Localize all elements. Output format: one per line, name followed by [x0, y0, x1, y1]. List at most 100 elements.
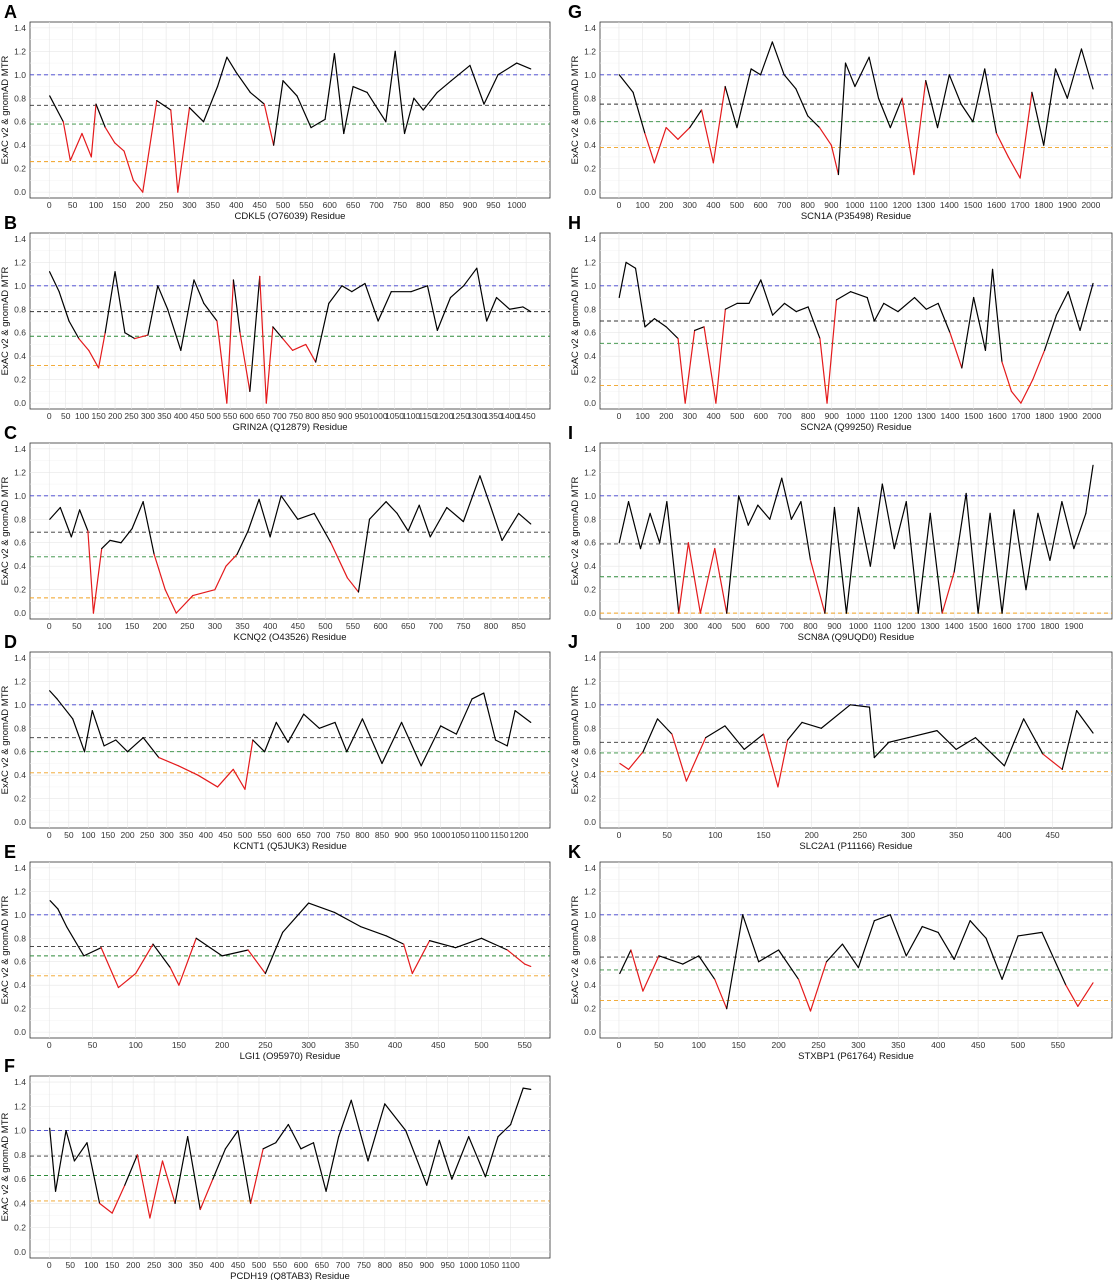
x-axis-title: SCN8A (Q9UQD0) Residue [798, 632, 915, 643]
mtr-line-segment [350, 1099, 369, 1162]
x-tick-label: 400 [997, 830, 1011, 840]
y-tick-label: 0.0 [14, 608, 26, 618]
mtr-line-segment [462, 475, 481, 523]
x-tick-label: 850 [322, 411, 336, 421]
mtr-line-segment [705, 725, 726, 739]
mtr-line-segment [104, 126, 116, 144]
mtr-line-segment [644, 318, 656, 328]
x-tick-label: 500 [276, 200, 290, 210]
x-tick-label: 900 [338, 411, 352, 421]
mtr-line-segment [873, 302, 885, 322]
x-tick-label: 1300 [467, 411, 486, 421]
x-tick-label: 850 [440, 200, 454, 210]
mtr-line-segment [333, 911, 362, 928]
x-tick-label: 150 [105, 1260, 119, 1270]
x-tick-label: 1700 [1017, 621, 1036, 631]
y-tick-label: 1.2 [584, 467, 596, 477]
mtr-line-segment [305, 343, 317, 363]
x-tick-label: 650 [401, 621, 415, 631]
y-tick-label: 0.0 [14, 1027, 26, 1037]
x-tick-label: 300 [683, 411, 697, 421]
mtr-line-segment [494, 739, 508, 747]
mtr-line-segment [522, 1087, 532, 1090]
mtr-line-segment [484, 1136, 499, 1178]
mtr-line-segment [224, 1129, 239, 1150]
y-tick-label: 0.0 [584, 187, 596, 197]
mtr-line-segment [49, 95, 64, 123]
x-tick-label: 950 [355, 411, 369, 421]
x-tick-label: 500 [1011, 1040, 1025, 1050]
x-tick-label: 1900 [1064, 621, 1083, 631]
mtr-line-segment [479, 475, 492, 509]
mtr-line-segment [656, 718, 673, 735]
mtr-line-segment [953, 920, 971, 960]
x-tick-label: 600 [753, 200, 767, 210]
mtr-line-segment [135, 943, 154, 975]
mtr-line-segment [156, 100, 172, 111]
panel-a: 0.0 0.2 0.4 0.6 0.8 1.0 1.2 1.4 0 50 100 150 200 250 3… [0, 2, 551, 222]
mtr-line-segment [58, 291, 70, 322]
mtr-line-segment [868, 706, 875, 759]
mtr-line-segment [272, 326, 284, 340]
mtr-line-segment [157, 285, 169, 310]
x-tick-label: 0 [47, 621, 52, 631]
mtr-line-segment [715, 308, 726, 404]
y-tick-label: 0.0 [14, 398, 26, 408]
mtr-line-segment [783, 74, 797, 90]
mtr-line-segment [506, 949, 526, 965]
x-tick-label: 1200 [434, 411, 453, 421]
mtr-line-segment [777, 949, 800, 980]
x-tick-label: 1600 [993, 621, 1012, 631]
x-tick-label: 1000 [845, 200, 864, 210]
y-axis-title: ExAC v2 & gnomAD MTR [0, 685, 11, 794]
mtr-line-segment [677, 126, 691, 140]
x-axis-title: KCNQ2 (O43526) Residue [234, 632, 347, 643]
x-tick-label: 500 [318, 621, 332, 631]
y-axis-title: ExAC v2 & gnomAD MTR [0, 55, 11, 164]
x-tick-label: 150 [112, 200, 126, 210]
mtr-line-segment [451, 1136, 470, 1180]
mtr-line-segment [1061, 501, 1075, 550]
mtr-line-segment [961, 296, 975, 369]
mtr-line-segment [524, 963, 532, 968]
panel-letter: G [568, 2, 582, 22]
mtr-line-segment [147, 285, 159, 336]
mtr-line-segment [483, 74, 499, 105]
mtr-line-segment [497, 62, 518, 76]
mtr-line-segment [49, 900, 59, 910]
x-tick-label: 200 [126, 1260, 140, 1270]
mtr-line-segment [700, 109, 714, 164]
mtr-line-segment [1066, 48, 1083, 99]
mtr-line-segment [824, 506, 836, 614]
mtr-line-segment [687, 542, 701, 614]
mtr-line-segment [315, 302, 330, 363]
x-tick-label: 800 [378, 1260, 392, 1270]
mtr-line-segment [866, 296, 875, 322]
mtr-line-segment [889, 97, 903, 129]
mtr-line-segment [714, 547, 728, 614]
y-tick-label: 0.6 [14, 1174, 26, 1184]
x-tick-label: 150 [101, 830, 115, 840]
x-tick-label: 100 [129, 1040, 143, 1050]
x-tick-label: 550 [518, 1040, 532, 1050]
mtr-line-segment [100, 947, 120, 989]
mtr-line-segment [98, 1202, 113, 1214]
mtr-line-segment [330, 542, 349, 579]
mtr-line-segment [1031, 91, 1045, 146]
mtr-line-segment [948, 74, 962, 105]
y-tick-label: 1.0 [14, 1126, 26, 1136]
mtr-line-segment [352, 85, 368, 94]
x-tick-label: 350 [189, 1260, 203, 1270]
mtr-line-segment [177, 765, 199, 776]
mtr-line-segment [671, 733, 688, 782]
mtr-line-segment [225, 553, 238, 567]
y-tick-label: 0.8 [584, 304, 596, 314]
mtr-line-segment [216, 56, 228, 88]
mtr-line-segment [236, 530, 249, 556]
mtr-line-segment [280, 495, 299, 520]
mtr-line-segment [446, 506, 464, 523]
panel-letter: D [4, 632, 17, 652]
mtr-line-segment [974, 737, 1005, 767]
mtr-line-segment [328, 285, 343, 304]
